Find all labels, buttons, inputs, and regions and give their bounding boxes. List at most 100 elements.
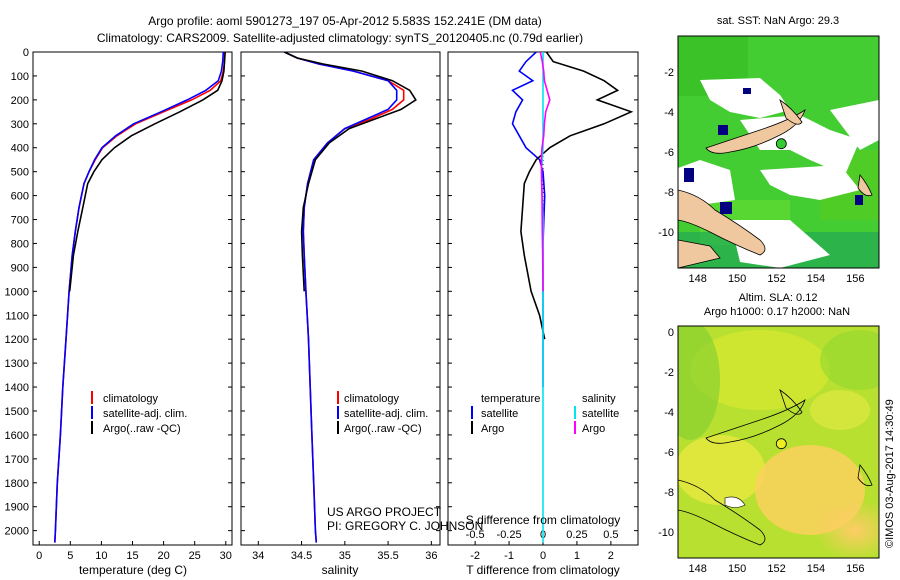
sla-map-title: Altim. SLA: 0.12 [739, 292, 818, 304]
salinity-legend: climatology satellite-adj. clim. Argo(..… [337, 391, 428, 435]
sst-map-title: sat. SST: NaN Argo: 29.3 [717, 15, 839, 27]
y-tick-label: 100 [11, 71, 29, 83]
y-tick-label: 200 [11, 95, 29, 107]
cloud-mask [760, 165, 860, 200]
x-tick-label: -1 [504, 550, 514, 562]
s-tick-label: -0.25 [497, 529, 522, 541]
new-guinea-south-land [678, 239, 721, 268]
x-tick-label: 25 [189, 550, 201, 562]
y-tick-label: 1200 [5, 334, 29, 346]
y-tick-label: 0 [23, 47, 29, 59]
y-tick-label: 1500 [5, 406, 29, 418]
coastline [779, 389, 803, 415]
series-line-satellite-adj-clim- [54, 52, 225, 543]
difference-lines [511, 52, 634, 545]
sla-map [678, 326, 879, 558]
legend-s-satellite: satellite [582, 408, 619, 420]
cloud-mask [830, 100, 879, 150]
legend-s-argo: Argo [582, 423, 605, 435]
map-x-tick-label: 154 [807, 273, 825, 285]
y-tick-label: 900 [11, 262, 29, 274]
series-line-t-argo [520, 52, 634, 340]
sst-cold-pixel [718, 125, 728, 135]
sla-patch [690, 330, 830, 410]
series-line-argo-raw-qc- [68, 52, 226, 292]
map-x-tick-label: 154 [807, 563, 825, 575]
y-tick-label: 1000 [5, 286, 29, 298]
map-x-tick-label: 148 [689, 563, 707, 575]
x-tick-label: 35 [339, 550, 351, 562]
map-x-tick-label: 152 [767, 563, 785, 575]
t-difference-xlabel: T difference from climatology [466, 563, 620, 577]
legend-climatology: climatology [103, 393, 159, 405]
series-line-climatology [283, 52, 405, 543]
map-y-tick-label: -2 [664, 67, 674, 79]
x-tick-label: 35.5 [377, 550, 398, 562]
x-tick-label: 0 [36, 550, 42, 562]
imos-timestamp: ©IMOS 03-Aug-2017 14:30:49 [884, 399, 896, 548]
s-tick-label: 0.5 [603, 529, 618, 541]
legend-t-satellite: satellite [481, 408, 518, 420]
x-tick-label: 15 [126, 550, 138, 562]
map-y-tick-label: -10 [658, 527, 674, 539]
project-credit: US ARGO PROJECT [327, 505, 442, 519]
series-line-satellite-adj-clim- [283, 52, 398, 543]
x-tick-label: 2 [608, 550, 614, 562]
new-guinea-land [678, 189, 766, 256]
map-x-tick-label: 148 [689, 273, 707, 285]
series-line-t-satellite [511, 52, 546, 387]
sst-map [678, 36, 879, 268]
y-tick-label: 500 [11, 167, 29, 179]
sla-patch [678, 326, 720, 440]
sla-patch [810, 390, 870, 430]
y-tick-label: 1600 [5, 430, 29, 442]
x-tick-label: 20 [157, 550, 169, 562]
sla-patch [678, 435, 765, 505]
x-tick-label: -2 [470, 550, 480, 562]
legend-satellite-adj: satellite-adj. clim. [103, 408, 187, 420]
map-x-tick-label: 150 [728, 273, 746, 285]
y-tick-label: 700 [11, 215, 29, 227]
map-x-tick-label: 156 [846, 273, 864, 285]
legend-satellite-adj: satellite-adj. clim. [344, 408, 428, 420]
x-tick-label: 34.5 [291, 550, 312, 562]
x-tick-label: 0 [540, 550, 546, 562]
temperature-xlabel: temperature (deg C) [79, 563, 187, 577]
y-tick-label: 600 [11, 191, 29, 203]
map-x-tick-label: 150 [728, 563, 746, 575]
map-y-tick-label: -2 [664, 367, 674, 379]
x-tick-label: 30 [220, 550, 232, 562]
map-y-tick-label: -8 [664, 487, 674, 499]
y-tick-label: 2000 [5, 526, 29, 538]
sla-map-frame [677, 325, 880, 559]
s-difference-label: S difference from climatology [466, 513, 621, 527]
temperature-legend: climatology satellite-adj. clim. Argo(..… [91, 391, 187, 435]
map-y-tick-label: -6 [664, 147, 674, 159]
y-tick-label: 1300 [5, 358, 29, 370]
sla-map-subtitle: Argo h1000: 0.17 h2000: NaN [704, 306, 850, 318]
legend-t-argo: Argo [481, 423, 504, 435]
map-y-tick-label: -10 [658, 227, 674, 239]
series-line-s-satellite [540, 52, 544, 543]
map-x-tick-label: 152 [767, 273, 785, 285]
sst-cold-pixel [743, 88, 751, 94]
sst-map-frame [677, 35, 880, 269]
coastline [857, 464, 873, 487]
difference-legend: temperature salinity satellite Argo sate… [471, 393, 619, 435]
pi-credit: PI: GREGORY C. JOHNSON [327, 519, 483, 533]
salinity-panel-frame [240, 51, 441, 546]
map-y-tick-label: -4 [664, 107, 674, 119]
coastline [724, 496, 746, 508]
y-tick-label: 1100 [5, 310, 29, 322]
y-tick-label: 1800 [5, 478, 29, 490]
x-tick-label: 1 [574, 550, 580, 562]
float-position-marker [775, 438, 787, 450]
sst-cold-pixel [855, 195, 863, 205]
y-tick-label: 1700 [5, 454, 29, 466]
x-tick-label: 34 [252, 550, 264, 562]
s-tick-label: -0.5 [466, 529, 485, 541]
coastline [678, 479, 766, 546]
legend-argo: Argo(..raw -QC) [103, 423, 181, 435]
y-tick-label: 800 [11, 238, 29, 250]
s-tick-label: 0.25 [566, 529, 587, 541]
